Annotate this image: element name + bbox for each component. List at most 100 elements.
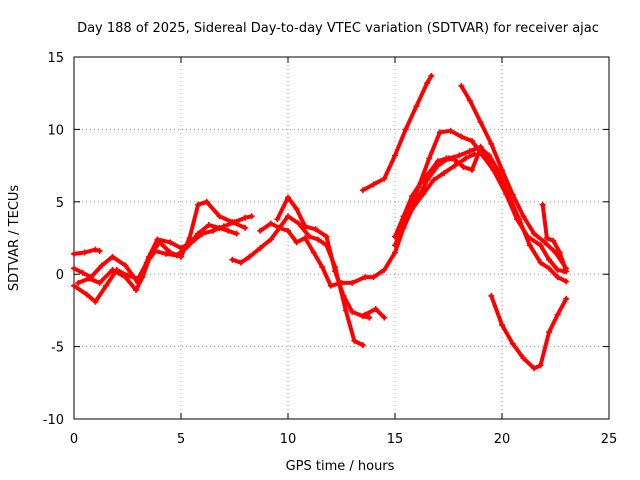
x-axis-title: GPS time / hours [286, 459, 395, 474]
data-point [531, 230, 538, 237]
data-point [362, 311, 369, 318]
data-point [349, 308, 356, 315]
data-point [109, 266, 116, 273]
data-point [342, 307, 349, 314]
data-point [486, 152, 493, 159]
series-layer [71, 72, 570, 372]
data-point [499, 321, 505, 328]
data-point [293, 206, 300, 213]
data-point [469, 137, 476, 144]
data-point [443, 155, 450, 162]
data-point [402, 126, 409, 133]
data-point [417, 179, 424, 186]
data-point [205, 221, 212, 228]
data-point [302, 235, 309, 241]
data-point [178, 253, 184, 260]
data-point [546, 256, 553, 263]
data-point [413, 103, 420, 110]
data-point [122, 262, 129, 269]
series-line [360, 73, 434, 193]
data-point [563, 268, 570, 275]
data-point [203, 198, 210, 205]
data-point [276, 224, 283, 231]
data-point [96, 248, 103, 255]
data-point [267, 236, 274, 243]
data-point [163, 250, 170, 257]
y-tick-label: 10 [47, 123, 64, 138]
data-point [216, 224, 223, 231]
data-point [370, 274, 377, 281]
data-point [409, 193, 416, 200]
data-point [456, 152, 463, 159]
data-point [79, 269, 86, 276]
data-point [381, 266, 388, 273]
data-point [509, 191, 516, 198]
data-point [543, 235, 550, 241]
data-point [71, 265, 77, 272]
data-point [156, 239, 163, 246]
data-point [195, 230, 202, 237]
series-sat-h [362, 305, 388, 321]
data-point [195, 201, 202, 208]
data-point [466, 97, 473, 104]
data-point [458, 133, 465, 140]
data-point [428, 72, 435, 79]
data-point [537, 362, 544, 369]
data-point [285, 227, 291, 234]
data-point [451, 162, 458, 169]
data-point [71, 250, 77, 257]
data-point [248, 213, 255, 220]
data-point [359, 342, 366, 349]
data-point [167, 239, 174, 246]
data-point [274, 216, 281, 223]
data-point [85, 275, 92, 282]
data-point [75, 279, 82, 286]
data-point [92, 298, 99, 305]
series-sat-o [539, 201, 570, 275]
data-point [310, 249, 317, 256]
axis-ticks: 0 5 10 15 20 25 -10 -5 0 5 10 15 [43, 51, 618, 447]
data-point [92, 246, 99, 253]
data-point [319, 263, 326, 270]
data-point [366, 314, 373, 321]
data-point [430, 177, 437, 184]
data-point [139, 274, 146, 281]
data-point [267, 220, 274, 227]
data-point [103, 282, 110, 289]
data-point [122, 274, 129, 281]
data-point [563, 278, 570, 285]
data-point [546, 265, 553, 272]
data-point [285, 213, 291, 220]
x-tick-label: 10 [280, 432, 297, 447]
x-tick-label: 5 [177, 432, 185, 447]
x-tick-label: 25 [601, 432, 618, 447]
series-sat-d [75, 198, 249, 294]
data-point [372, 305, 379, 312]
series-line [393, 146, 569, 284]
data-point [381, 314, 388, 321]
series-sat-l [359, 72, 435, 194]
data-point [488, 292, 495, 299]
data-point [148, 250, 155, 257]
data-point [96, 279, 103, 286]
data-point [295, 220, 302, 227]
data-point [477, 119, 484, 126]
data-point [302, 223, 309, 230]
data-point [349, 279, 356, 286]
data-point [537, 242, 544, 249]
data-point [237, 259, 244, 266]
data-point [458, 82, 465, 89]
data-point [531, 365, 538, 372]
data-point [392, 152, 398, 159]
data-point [332, 268, 339, 275]
x-tick-label: 20 [494, 432, 511, 447]
data-point [167, 249, 174, 256]
x-tick-label: 0 [70, 432, 78, 447]
data-point [225, 227, 232, 234]
data-point [285, 194, 291, 201]
data-point [520, 355, 527, 362]
data-point [392, 242, 398, 249]
data-point [340, 292, 347, 299]
data-point [426, 155, 433, 162]
data-point [257, 227, 264, 234]
